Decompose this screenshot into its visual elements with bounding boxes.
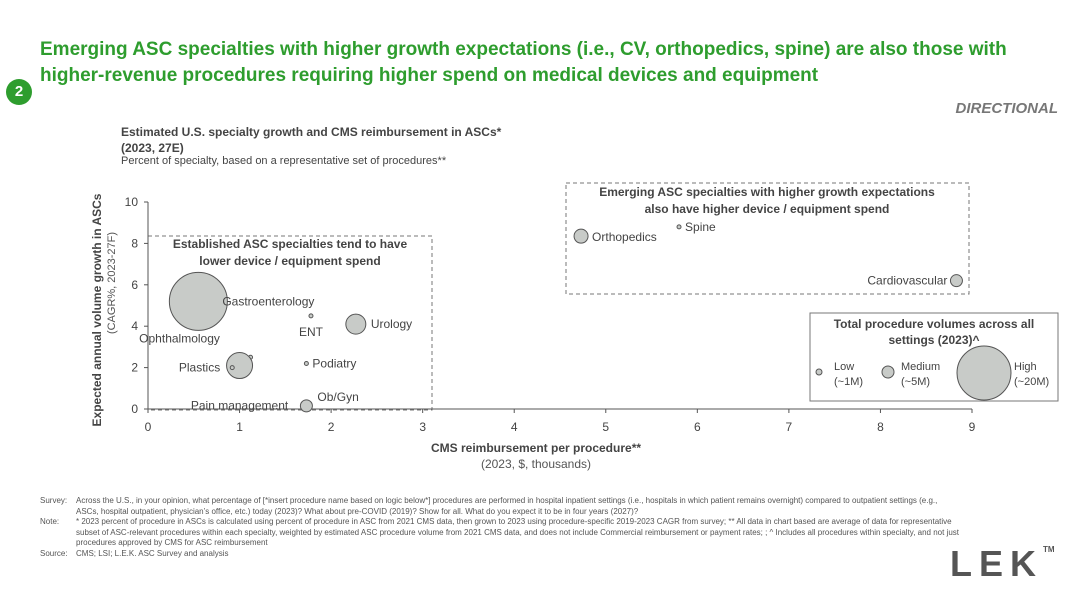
y-axis-sublabel: (CAGR%, 2023-27F) — [106, 232, 118, 334]
footnote-source: Source: CMS; LSI; L.E.K. ASC Survey and … — [40, 549, 960, 560]
legend-low-label: Low — [834, 361, 854, 373]
legend-medium-label: Medium — [901, 361, 940, 373]
bubble-chart: Expected annual volume growth in ASCs (C… — [90, 182, 1059, 471]
bubble-label-pain-management: Pain management — [191, 399, 289, 413]
footnote-note-label: Note: — [40, 517, 60, 526]
x-tick-label: 1 — [236, 420, 243, 434]
bubble-label-gastroenterology: Gastroenterology — [222, 294, 314, 308]
footnote-source-label: Source: — [40, 548, 68, 558]
legend-high-label: High — [1014, 361, 1037, 373]
bubble-label-urology: Urology — [371, 317, 412, 331]
bubble-cardiovascular — [949, 274, 963, 288]
legend-high-bubble — [956, 345, 1012, 401]
y-tick-label: 6 — [131, 278, 138, 292]
y-axis-label: Expected annual volume growth in ASCs — [90, 193, 104, 426]
bubble-spine — [676, 224, 682, 230]
x-tick-label: 4 — [511, 420, 518, 434]
section-number-badge: 2 — [6, 79, 32, 105]
slide-headline: Emerging ASC specialties with higher gro… — [40, 39, 1007, 86]
directional-label: DIRECTIONAL — [955, 100, 1059, 117]
bubble-plastics — [229, 365, 235, 371]
legend-title-line1: Total procedure volumes across all — [834, 317, 1035, 331]
x-tick-label: 3 — [419, 420, 426, 434]
footnote-survey-label: Survey: — [40, 496, 68, 505]
footnote-survey: Survey: Across the U.S., in your opinion… — [40, 496, 960, 517]
bubble-label-spine: Spine — [685, 220, 716, 234]
legend-low-bubble — [815, 368, 823, 376]
emerging-box — [565, 182, 970, 295]
bubble-label-podiatry: Podiatry — [312, 356, 356, 370]
bubble-urology — [345, 313, 367, 335]
bubble-label-orthopedics: Orthopedics — [592, 230, 657, 244]
y-tick-label: 8 — [131, 236, 138, 250]
chart-title: Estimated U.S. specialty growth and CMS … — [121, 124, 501, 156]
chart-title-line1: Estimated U.S. specialty growth and CMS … — [121, 125, 502, 139]
y-tick-label: 0 — [131, 402, 138, 416]
x-tick-label: 2 — [328, 420, 335, 434]
bubble-label-ent: ENT — [299, 325, 324, 339]
bubble-ent — [308, 313, 314, 319]
established-annotation-line1: Established ASC specialties tend to have — [173, 237, 408, 251]
bubble-label-cardiovascular: Cardiovascular — [867, 274, 947, 288]
bubble-label-ob-gyn: Ob/Gyn — [317, 390, 358, 404]
bubble-podiatry — [303, 360, 309, 366]
x-tick-label: 6 — [694, 420, 701, 434]
bubble-label-ophthalmology: Ophthalmology — [139, 331, 220, 345]
y-tick-label: 2 — [131, 361, 138, 375]
x-tick-label: 9 — [969, 420, 976, 434]
bubble-orthopedics — [573, 228, 589, 244]
y-tick-label: 4 — [131, 319, 138, 333]
chart-title-line2: (2023, 27E) — [121, 141, 184, 155]
emerging-annotation-line1: Emerging ASC specialties with higher gro… — [599, 185, 935, 199]
legend-box — [809, 312, 1059, 402]
bubble-pain-management — [226, 352, 254, 380]
footnote-note: Note: * 2023 percent of procedure in ASC… — [40, 517, 960, 549]
legend-low-sub: (~1M) — [834, 376, 863, 388]
bubble-ob-gyn — [299, 399, 313, 413]
established-annotation-line2: lower device / equipment spend — [199, 254, 380, 268]
bubble-gastroenterology — [168, 271, 228, 331]
legend-high-sub: (~20M) — [1014, 376, 1049, 388]
footnote-note-text: * 2023 percent of procedure in ASCs is c… — [76, 517, 960, 547]
footnote-source-text: CMS; LSI; L.E.K. ASC Survey and analysis — [76, 548, 229, 558]
x-tick-label: 0 — [145, 420, 152, 434]
footnote-survey-text: Across the U.S., in your opinion, what p… — [76, 496, 938, 516]
footnotes: Survey: Across the U.S., in your opinion… — [40, 496, 960, 559]
x-axis-label: CMS reimbursement per procedure** — [431, 441, 641, 455]
legend-title-line2: settings (2023)^ — [888, 333, 979, 347]
lek-logo-tm: TM — [1043, 545, 1055, 554]
y-tick-label: 10 — [125, 195, 139, 209]
lek-logo: LEKTM — [950, 543, 1055, 585]
lek-logo-text: LEK — [950, 543, 1043, 584]
x-axis-sublabel: (2023, $, thousands) — [481, 457, 591, 471]
legend-medium-sub: (~5M) — [901, 376, 930, 388]
chart-subtitle: Percent of specialty, based on a represe… — [121, 155, 447, 167]
x-tick-label: 7 — [786, 420, 793, 434]
legend-medium-bubble — [881, 365, 895, 379]
x-tick-label: 5 — [602, 420, 609, 434]
emerging-annotation-line2: also have higher device / equipment spen… — [645, 202, 890, 216]
x-tick-label: 8 — [877, 420, 884, 434]
bubble-label-plastics: Plastics — [179, 361, 220, 375]
